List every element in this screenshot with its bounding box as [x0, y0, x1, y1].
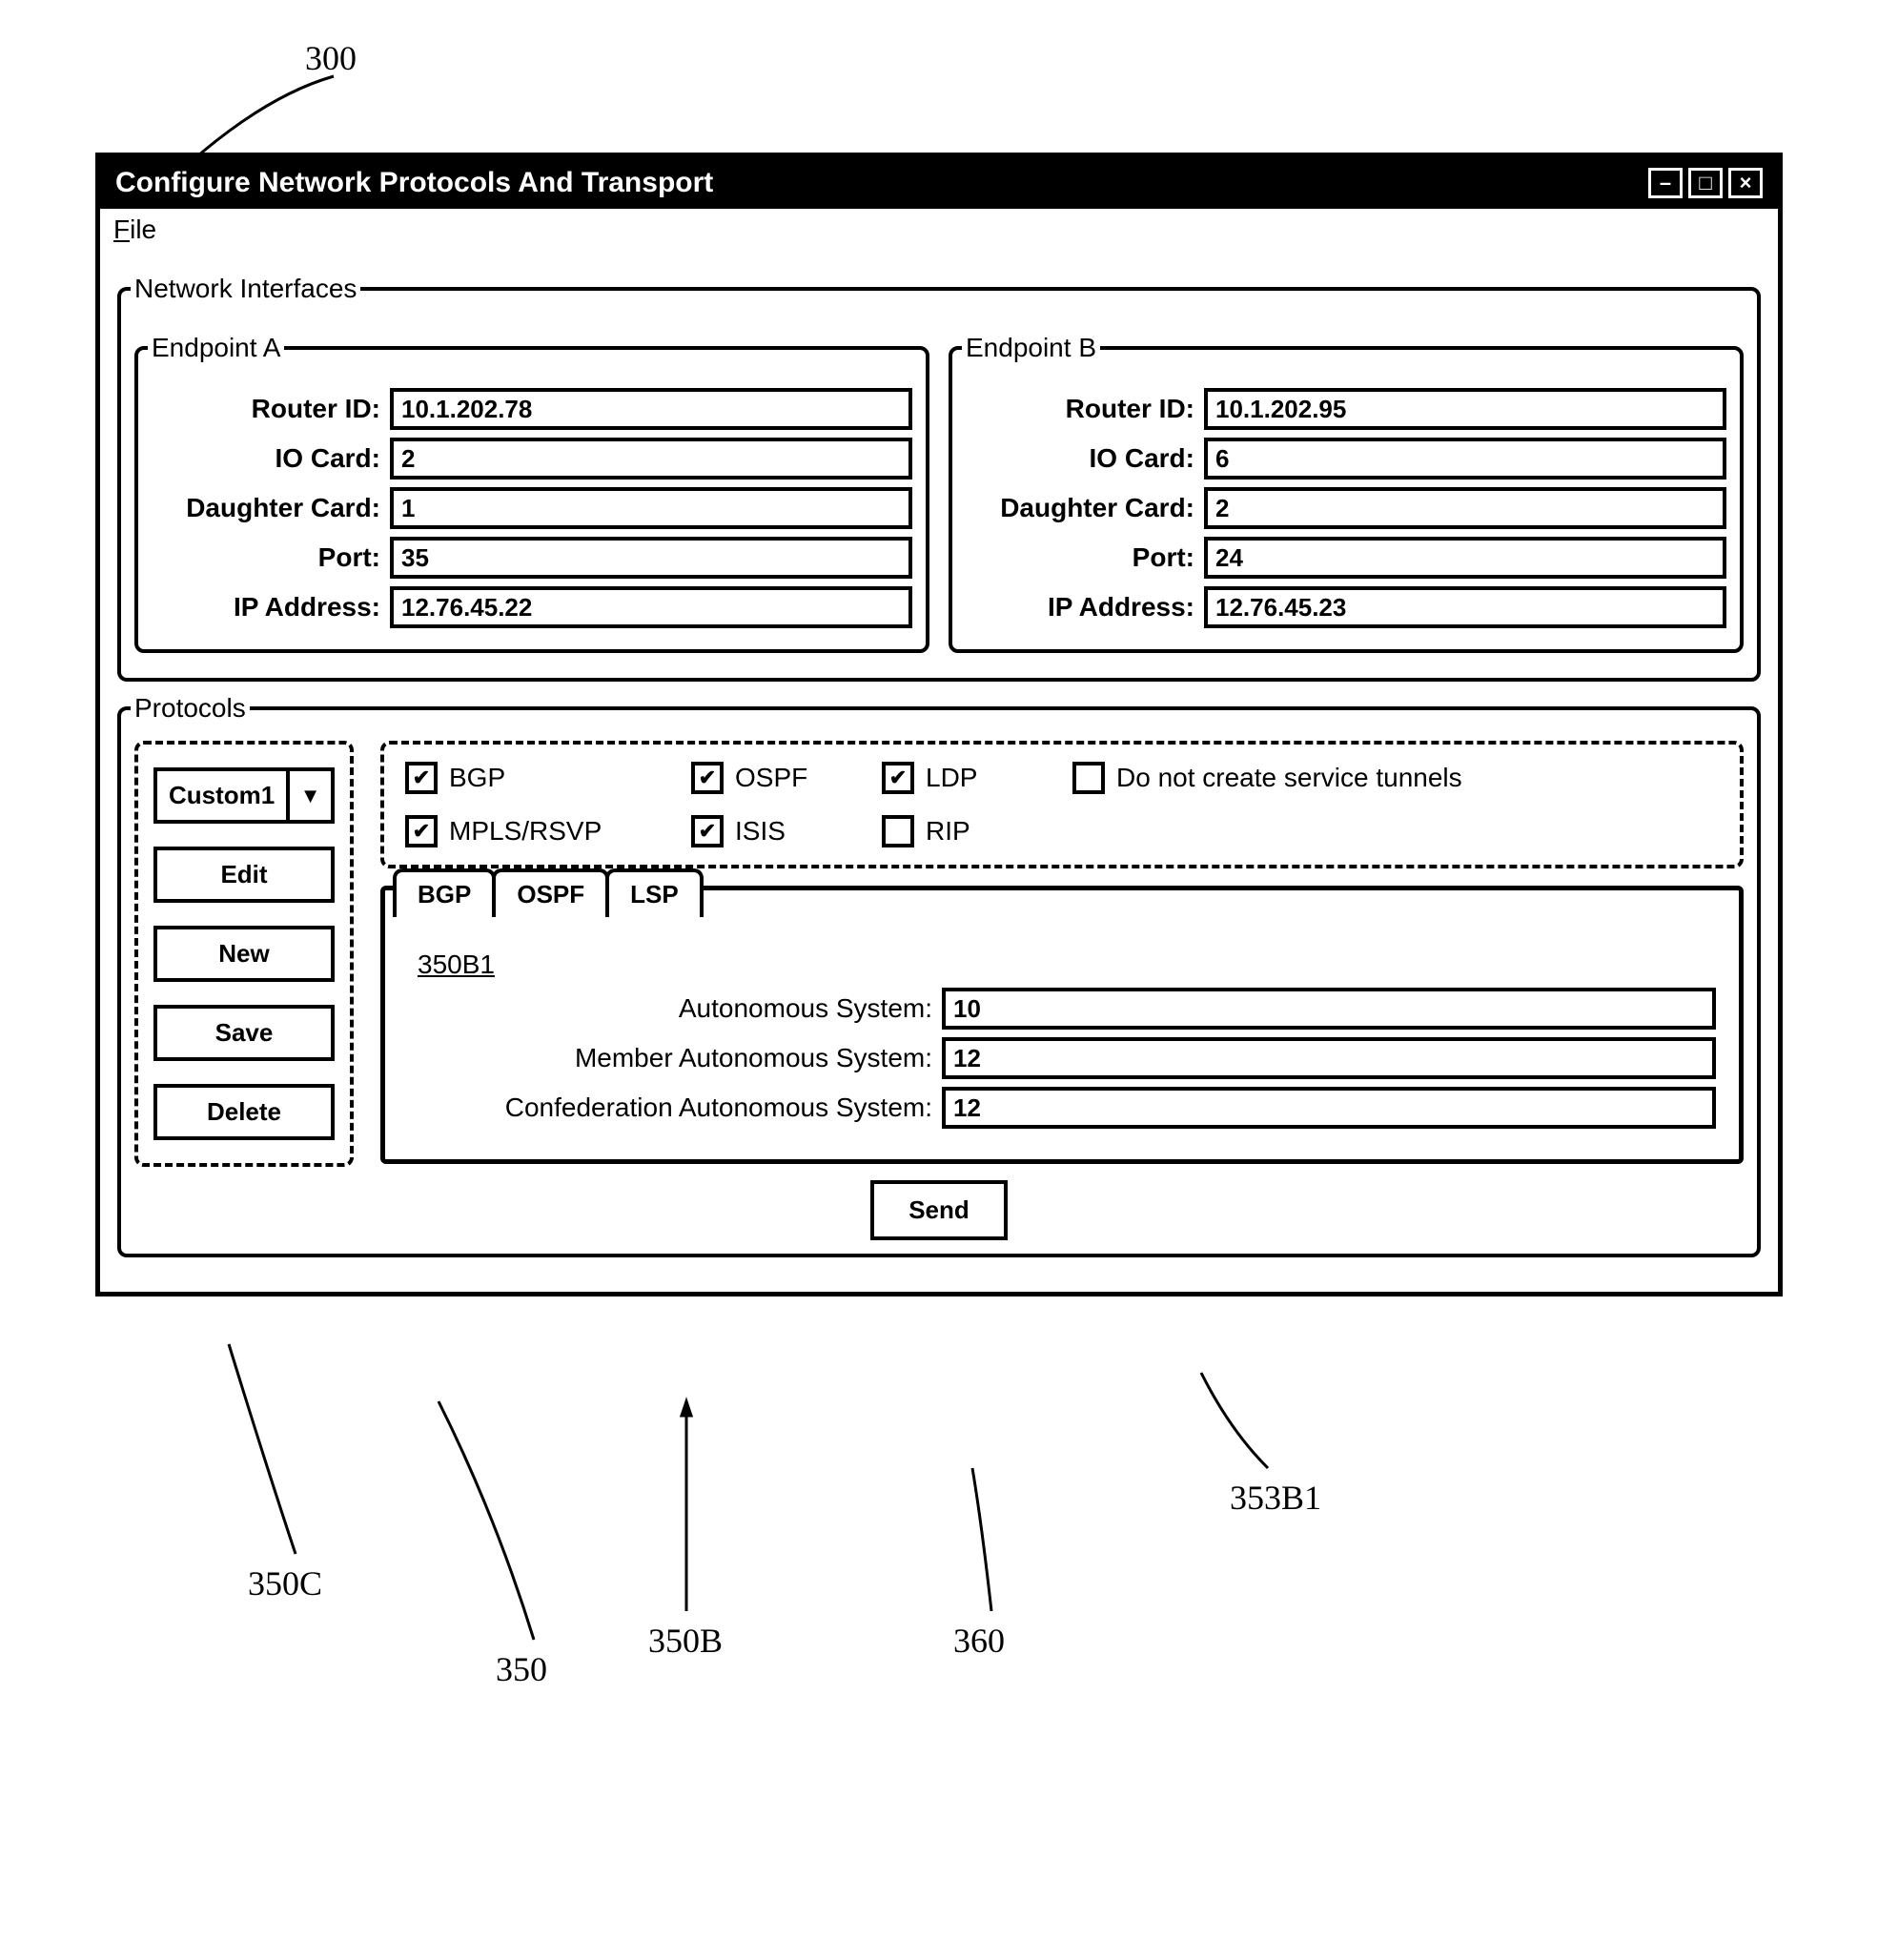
- close-button[interactable]: ×: [1728, 168, 1763, 198]
- input-router-id-a[interactable]: [390, 388, 912, 430]
- chk-ldp[interactable]: ✔LDP: [882, 762, 1072, 794]
- menu-file[interactable]: File: [113, 214, 156, 244]
- chk-mpls[interactable]: ✔MPLS/RSVP: [405, 815, 691, 847]
- maximize-button[interactable]: □: [1688, 168, 1723, 198]
- label-router-id-b: Router ID:: [966, 394, 1204, 424]
- legend-endpoint-b: Endpoint B: [962, 333, 1100, 363]
- legend-protocols: Protocols: [131, 693, 250, 724]
- menubar: File: [100, 209, 1778, 251]
- input-iocard-b[interactable]: [1204, 438, 1726, 480]
- label-as: Autonomous System:: [408, 993, 942, 1024]
- delete-button[interactable]: Delete: [153, 1084, 335, 1140]
- label-iocard-b: IO Card:: [966, 443, 1204, 474]
- chk-isis[interactable]: ✔ISIS: [691, 815, 882, 847]
- label-ip-a: IP Address:: [152, 592, 390, 623]
- titlebar: Configure Network Protocols And Transpor…: [100, 157, 1778, 209]
- template-dropdown[interactable]: Custom1 ▼: [153, 767, 335, 824]
- tab-lsp[interactable]: LSP: [605, 868, 704, 917]
- chk-ospf[interactable]: ✔OSPF: [691, 762, 882, 794]
- label-mas: Member Autonomous System:: [408, 1043, 942, 1073]
- label-daughter-a: Daughter Card:: [152, 493, 390, 523]
- group-protocols: Protocols Custom1 ▼ Edit New Save Delete: [117, 693, 1761, 1257]
- input-iocard-a[interactable]: [390, 438, 912, 480]
- window-title: Configure Network Protocols And Transpor…: [115, 167, 713, 199]
- input-port-a[interactable]: [390, 537, 912, 579]
- protocol-checkbox-panel: ✔BGP ✔OSPF ✔LDP Do not create service tu…: [380, 741, 1744, 868]
- chk-rip[interactable]: RIP: [882, 815, 1072, 847]
- minimize-button[interactable]: –: [1648, 168, 1683, 198]
- group-network-interfaces: Network Interfaces Endpoint A Router ID:…: [117, 274, 1761, 682]
- label-cas: Confederation Autonomous System:: [408, 1092, 942, 1123]
- app-window: Configure Network Protocols And Transpor…: [95, 153, 1783, 1296]
- input-daughter-b[interactable]: [1204, 487, 1726, 529]
- legend-endpoint-a: Endpoint A: [148, 333, 284, 363]
- group-endpoint-a: Endpoint A Router ID: IO Card: Daughter …: [134, 333, 929, 653]
- protocol-tabs-panel: BGP OSPF LSP 350B1 Autonomous System:: [380, 886, 1744, 1164]
- new-button[interactable]: New: [153, 926, 335, 982]
- label-port-b: Port:: [966, 542, 1204, 573]
- label-daughter-b: Daughter Card:: [966, 493, 1204, 523]
- tab-ospf[interactable]: OSPF: [492, 868, 609, 917]
- tab-bgp[interactable]: BGP: [393, 868, 496, 917]
- tab-ref: 350B1: [418, 949, 1716, 980]
- protocol-template-panel: Custom1 ▼ Edit New Save Delete: [134, 741, 354, 1167]
- input-daughter-a[interactable]: [390, 487, 912, 529]
- label-ip-b: IP Address:: [966, 592, 1204, 623]
- edit-button[interactable]: Edit: [153, 847, 335, 903]
- legend-network-interfaces: Network Interfaces: [131, 274, 360, 304]
- send-button[interactable]: Send: [870, 1180, 1008, 1240]
- label-iocard-a: IO Card:: [152, 443, 390, 474]
- save-button[interactable]: Save: [153, 1005, 335, 1061]
- input-as[interactable]: [942, 988, 1716, 1030]
- input-mas[interactable]: [942, 1037, 1716, 1079]
- input-router-id-b[interactable]: [1204, 388, 1726, 430]
- label-router-id-a: Router ID:: [152, 394, 390, 424]
- chevron-down-icon[interactable]: ▼: [290, 767, 335, 824]
- input-ip-a[interactable]: [390, 586, 912, 628]
- input-ip-b[interactable]: [1204, 586, 1726, 628]
- chk-no-tunnels[interactable]: Do not create service tunnels: [1072, 762, 1719, 794]
- chk-bgp[interactable]: ✔BGP: [405, 762, 691, 794]
- label-port-a: Port:: [152, 542, 390, 573]
- group-endpoint-b: Endpoint B Router ID: IO Card: Daughter …: [949, 333, 1744, 653]
- input-port-b[interactable]: [1204, 537, 1726, 579]
- input-cas[interactable]: [942, 1087, 1716, 1129]
- template-selected[interactable]: Custom1: [153, 767, 290, 824]
